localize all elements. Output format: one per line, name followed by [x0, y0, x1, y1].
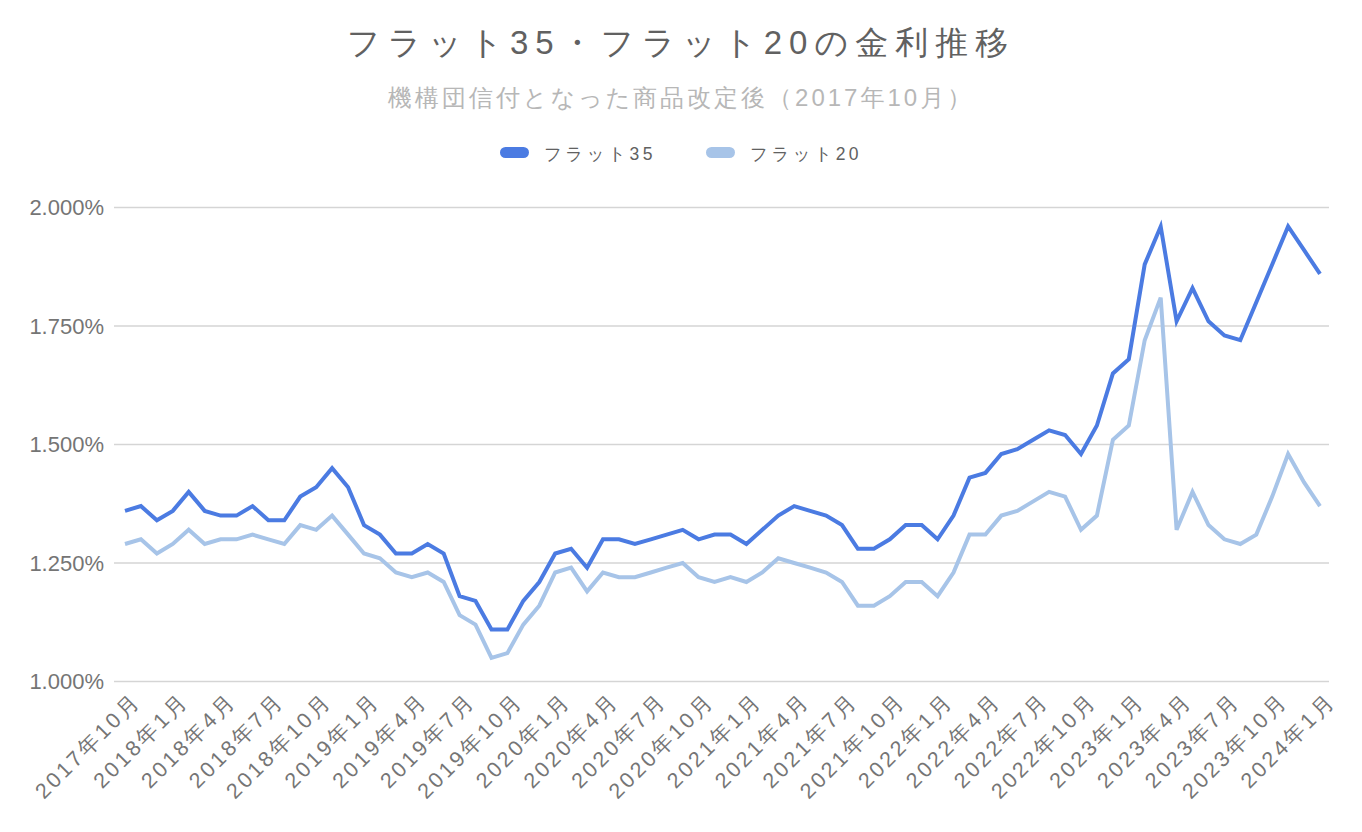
- y-tick-label: 2.000%: [29, 195, 104, 220]
- y-tick-label: 1.750%: [29, 314, 104, 339]
- legend-item-flat35: フラット35: [500, 140, 656, 164]
- flat20-legend-swatch: [706, 147, 735, 158]
- y-tick-label: 1.500%: [29, 432, 104, 457]
- chart-legend: フラット35 フラット20: [0, 140, 1362, 164]
- flat35-legend-swatch: [500, 147, 529, 158]
- y-axis-labels: 1.000% 1.250% 1.500% 1.750% 2.000%: [29, 195, 104, 694]
- line-chart-plot-area: 1.000% 1.250% 1.500% 1.750% 2.000% 2017年10月20…: [0, 0, 1362, 832]
- chart-canvas: フラット35・フラット20の金利推移 機構団信付となった商品改定後（2017年1…: [0, 0, 1362, 832]
- flat35-line: [125, 227, 1320, 630]
- chart-title: フラット35・フラット20の金利推移: [0, 23, 1362, 63]
- legend-item-flat20: フラット20: [706, 140, 862, 164]
- y-tick-label: 1.000%: [29, 669, 104, 694]
- gridlines: [114, 208, 1329, 682]
- chart-subtitle: 機構団信付となった商品改定後（2017年10月）: [0, 84, 1362, 113]
- y-tick-label: 1.250%: [29, 551, 104, 576]
- flat20-legend-label: フラット20: [750, 142, 862, 166]
- flat35-legend-label: フラット35: [544, 142, 656, 166]
- x-axis-labels: 2017年10月2018年1月2018年4月2018年7月2018年10月201…: [30, 689, 1340, 804]
- flat20-line: [125, 298, 1320, 658]
